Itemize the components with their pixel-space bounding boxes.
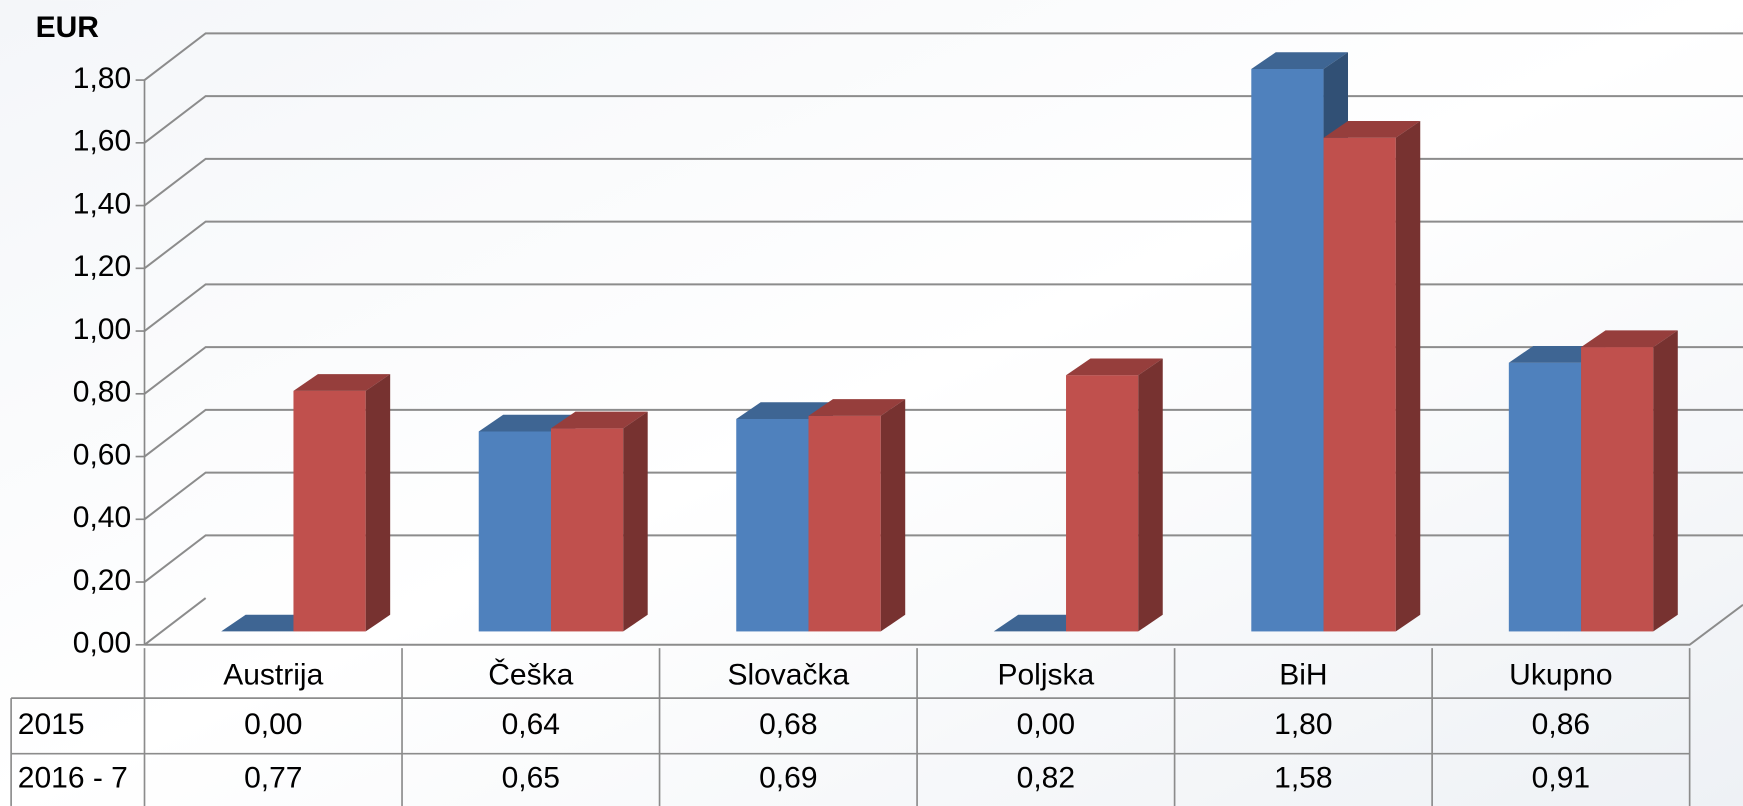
grid-line bbox=[143, 534, 1743, 583]
bar-top bbox=[808, 399, 906, 416]
bar-side bbox=[623, 411, 648, 632]
bar-top bbox=[1251, 52, 1349, 69]
bar-top bbox=[293, 374, 391, 391]
y-axis-title: EUR bbox=[36, 11, 100, 44]
bar-top bbox=[478, 414, 576, 432]
y-tick-label: 1,80 bbox=[73, 62, 131, 95]
x-tick-label: Ukupno bbox=[1509, 658, 1612, 691]
data-label: 0,86 bbox=[1532, 708, 1590, 741]
y-tick-label: 1,40 bbox=[73, 187, 131, 220]
bar bbox=[1323, 137, 1396, 632]
bar-side bbox=[880, 399, 906, 632]
bar-top bbox=[1581, 330, 1678, 348]
x-tick-label: Austrija bbox=[223, 658, 323, 691]
x-tick-label: Slovačka bbox=[727, 658, 849, 691]
bar bbox=[478, 431, 551, 632]
y-tick-label: 0,20 bbox=[73, 564, 131, 597]
legend-label: 2016 - 7 bbox=[18, 762, 128, 795]
y-tick-label: 1,00 bbox=[73, 313, 131, 346]
x-tick-label: BiH bbox=[1279, 658, 1327, 691]
bar bbox=[293, 390, 366, 632]
bar-side bbox=[365, 374, 391, 632]
bar-top bbox=[1323, 121, 1421, 138]
y-tick-label: 0,00 bbox=[73, 627, 131, 660]
grid-line bbox=[143, 32, 1743, 81]
grid-line bbox=[143, 408, 1743, 458]
bar bbox=[1581, 347, 1654, 632]
bar-top bbox=[1066, 358, 1163, 376]
data-label: 0,00 bbox=[1017, 708, 1075, 741]
data-label: 0,00 bbox=[244, 708, 302, 741]
y-tick-label: 0,40 bbox=[73, 501, 131, 534]
grid-line bbox=[143, 471, 1743, 521]
bar bbox=[736, 418, 809, 632]
data-label: 1,58 bbox=[1274, 762, 1332, 795]
grid-line bbox=[143, 95, 1743, 144]
y-tick-label: 0,60 bbox=[73, 438, 131, 471]
y-tick-label: 0,80 bbox=[73, 376, 131, 409]
bar-top bbox=[550, 411, 648, 429]
bar bbox=[1508, 362, 1582, 632]
data-label: 0,65 bbox=[502, 762, 560, 795]
y-tick-label: 1,20 bbox=[73, 250, 131, 283]
grid-line bbox=[143, 597, 1743, 646]
data-label: 0,82 bbox=[1017, 762, 1075, 795]
data-label: 0,69 bbox=[759, 762, 817, 795]
data-label: 1,80 bbox=[1274, 708, 1332, 741]
bar-top bbox=[736, 402, 833, 419]
bar-side bbox=[1395, 121, 1421, 632]
legend-label: 2015 bbox=[18, 708, 85, 741]
bar-side bbox=[1138, 358, 1163, 632]
grid-line bbox=[143, 346, 1743, 395]
bar-side bbox=[1653, 330, 1678, 632]
data-label: 0,68 bbox=[759, 708, 817, 741]
y-tick-label: 1,60 bbox=[73, 125, 131, 158]
grid-line bbox=[143, 283, 1743, 332]
bar bbox=[808, 415, 881, 632]
grid-line bbox=[143, 157, 1743, 207]
grid-line bbox=[143, 220, 1743, 270]
bar bbox=[1251, 68, 1324, 632]
x-tick-label: Poljska bbox=[997, 658, 1094, 691]
x-tick-label: Češka bbox=[488, 657, 573, 691]
data-label: 0,77 bbox=[244, 762, 302, 795]
bar bbox=[550, 428, 624, 632]
bar bbox=[1066, 375, 1139, 632]
data-label: 0,91 bbox=[1532, 762, 1590, 795]
data-label: 0,64 bbox=[502, 708, 560, 741]
